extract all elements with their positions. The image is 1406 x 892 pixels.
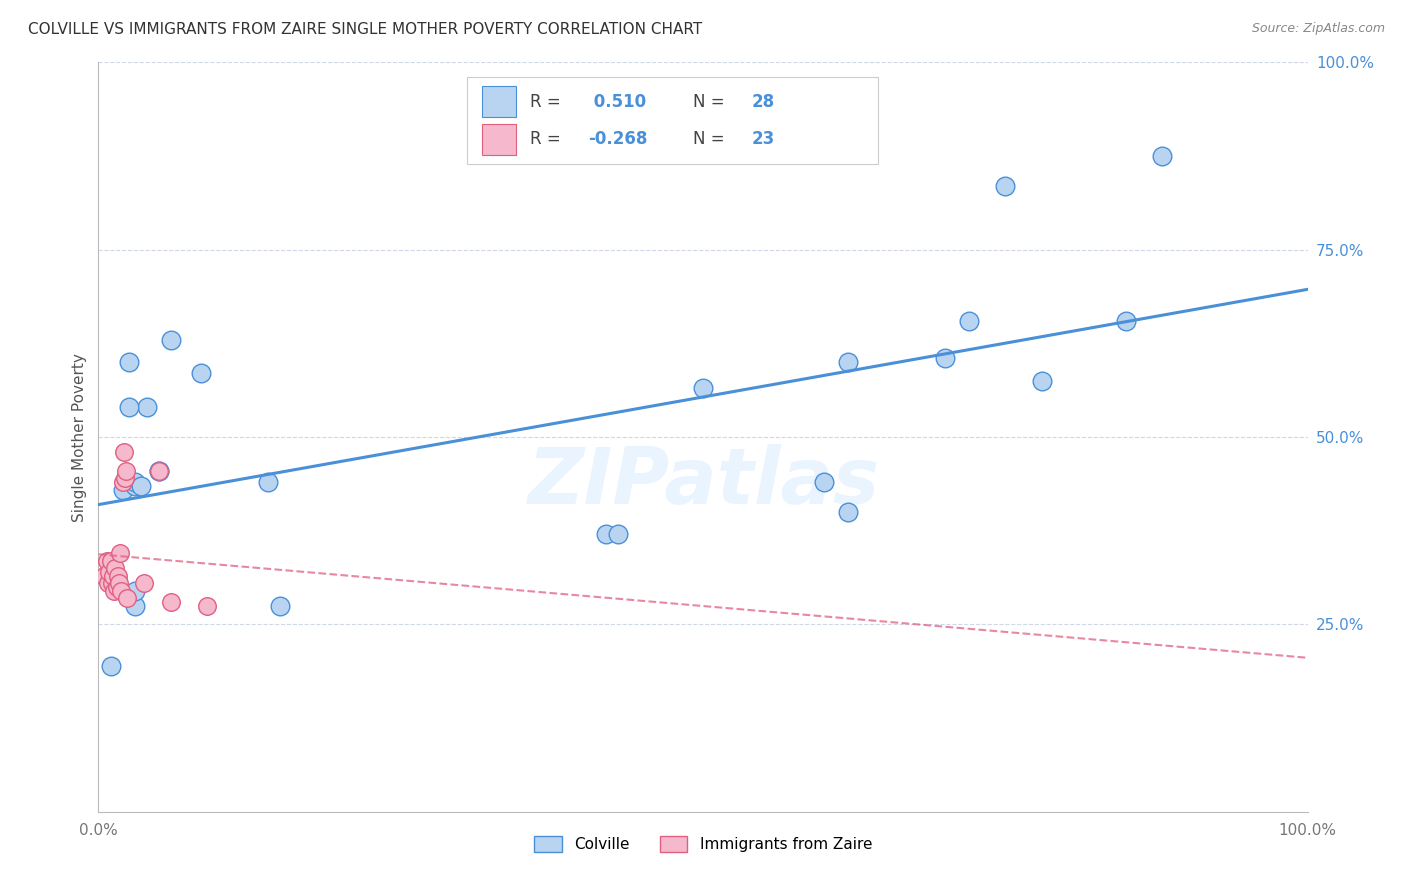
- Text: 23: 23: [751, 130, 775, 148]
- Point: [124, 475, 146, 489]
- Point: [110, 583, 132, 598]
- Point: [1115, 314, 1137, 328]
- Point: [103, 583, 125, 598]
- Y-axis label: Single Mother Poverty: Single Mother Poverty: [72, 352, 87, 522]
- Point: [135, 400, 157, 414]
- Point: [108, 546, 131, 560]
- Point: [692, 381, 714, 395]
- Legend: Colville, Immigrants from Zaire: Colville, Immigrants from Zaire: [527, 830, 879, 858]
- Point: [104, 561, 127, 575]
- Point: [115, 464, 138, 478]
- Point: [105, 580, 128, 594]
- Point: [124, 583, 146, 598]
- Point: [97, 576, 120, 591]
- Point: [101, 568, 124, 582]
- Point: [129, 479, 152, 493]
- Point: [607, 527, 630, 541]
- Point: [134, 576, 156, 591]
- Point: [957, 314, 980, 328]
- Point: [148, 464, 170, 478]
- Point: [148, 464, 170, 478]
- Point: [595, 527, 617, 541]
- Point: [107, 568, 129, 582]
- Point: [93, 568, 115, 582]
- Point: [118, 355, 141, 369]
- Point: [256, 475, 278, 489]
- Bar: [482, 124, 516, 155]
- Point: [96, 554, 118, 568]
- Point: [118, 400, 141, 414]
- Point: [108, 576, 131, 591]
- Point: [269, 599, 291, 613]
- Text: Source: ZipAtlas.com: Source: ZipAtlas.com: [1251, 22, 1385, 36]
- Point: [98, 565, 121, 579]
- Text: N =: N =: [693, 93, 730, 111]
- Point: [1152, 149, 1174, 163]
- Point: [114, 471, 136, 485]
- Point: [100, 658, 122, 673]
- Point: [111, 483, 134, 497]
- Point: [837, 355, 859, 369]
- Point: [1031, 374, 1053, 388]
- Point: [117, 591, 139, 606]
- Text: COLVILLE VS IMMIGRANTS FROM ZAIRE SINGLE MOTHER POVERTY CORRELATION CHART: COLVILLE VS IMMIGRANTS FROM ZAIRE SINGLE…: [28, 22, 703, 37]
- Point: [100, 576, 122, 591]
- Text: -0.268: -0.268: [588, 130, 648, 148]
- Text: R =: R =: [530, 93, 567, 111]
- Point: [813, 475, 835, 489]
- Text: ZIPatlas: ZIPatlas: [527, 444, 879, 520]
- Point: [837, 505, 859, 519]
- Point: [934, 351, 956, 366]
- Point: [124, 479, 146, 493]
- Point: [112, 445, 135, 459]
- Point: [160, 595, 183, 609]
- Text: 28: 28: [751, 93, 775, 111]
- Point: [994, 179, 1017, 194]
- Point: [148, 464, 170, 478]
- FancyBboxPatch shape: [467, 78, 879, 163]
- Text: R =: R =: [530, 130, 567, 148]
- Text: 0.510: 0.510: [588, 93, 647, 111]
- Point: [160, 333, 183, 347]
- Text: N =: N =: [693, 130, 730, 148]
- Point: [190, 367, 212, 381]
- Point: [124, 599, 146, 613]
- Point: [100, 554, 122, 568]
- Point: [111, 475, 134, 489]
- Bar: [482, 86, 516, 117]
- Point: [195, 599, 218, 613]
